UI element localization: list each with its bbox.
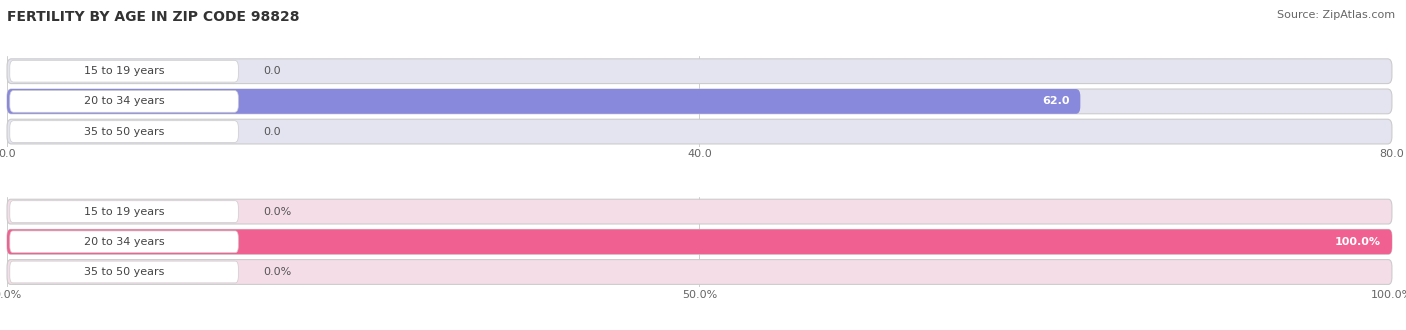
- FancyBboxPatch shape: [10, 201, 238, 222]
- FancyBboxPatch shape: [10, 60, 238, 82]
- Text: 0.0%: 0.0%: [263, 207, 291, 216]
- FancyBboxPatch shape: [7, 260, 1392, 284]
- Text: 62.0: 62.0: [1042, 96, 1069, 106]
- Text: 0.0: 0.0: [263, 66, 281, 76]
- FancyBboxPatch shape: [10, 261, 238, 283]
- Text: FERTILITY BY AGE IN ZIP CODE 98828: FERTILITY BY AGE IN ZIP CODE 98828: [7, 10, 299, 24]
- FancyBboxPatch shape: [7, 199, 1392, 224]
- Text: 20 to 34 years: 20 to 34 years: [84, 237, 165, 247]
- FancyBboxPatch shape: [7, 59, 1392, 83]
- Text: 35 to 50 years: 35 to 50 years: [84, 267, 165, 277]
- FancyBboxPatch shape: [7, 119, 1392, 144]
- FancyBboxPatch shape: [10, 90, 238, 112]
- FancyBboxPatch shape: [10, 231, 238, 253]
- FancyBboxPatch shape: [7, 89, 1392, 114]
- Text: 20 to 34 years: 20 to 34 years: [84, 96, 165, 106]
- Text: 100.0%: 100.0%: [1334, 237, 1381, 247]
- FancyBboxPatch shape: [7, 89, 1080, 114]
- Text: 35 to 50 years: 35 to 50 years: [84, 127, 165, 137]
- Text: 15 to 19 years: 15 to 19 years: [84, 207, 165, 216]
- Text: Source: ZipAtlas.com: Source: ZipAtlas.com: [1277, 10, 1395, 20]
- Text: 15 to 19 years: 15 to 19 years: [84, 66, 165, 76]
- FancyBboxPatch shape: [7, 229, 1392, 254]
- Text: 0.0: 0.0: [263, 127, 281, 137]
- FancyBboxPatch shape: [7, 229, 1392, 254]
- FancyBboxPatch shape: [10, 121, 238, 143]
- Text: 0.0%: 0.0%: [263, 267, 291, 277]
